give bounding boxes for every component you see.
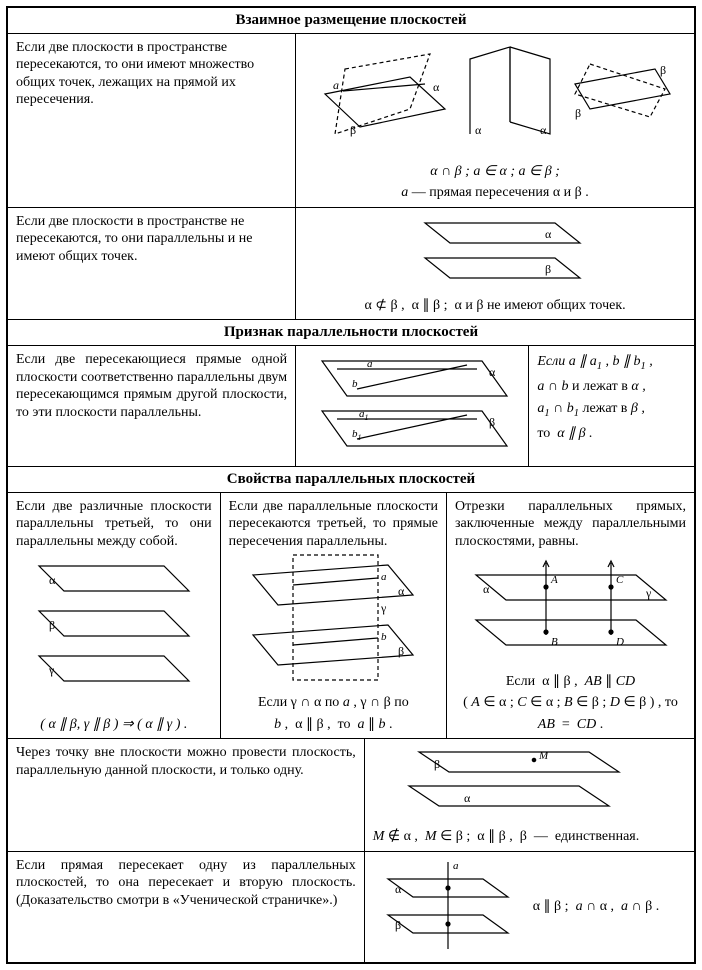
- svg-text:β: β: [350, 123, 356, 137]
- section4-row2: Если прямая пересекает одну из параллель…: [8, 852, 694, 962]
- s1r1-formula1: α ∩ β ; a ∈ α ; a ∈ β ;: [304, 163, 686, 181]
- s3c2-diagram: a α γ b β: [229, 550, 438, 690]
- s3c3-text: Отрезки параллельных прямых, заключенные…: [455, 498, 686, 551]
- section1-row1: Если две плоскости в пространстве пересе…: [8, 34, 694, 208]
- section1-header: Взаимное размещение плоскостей: [8, 8, 694, 34]
- s3c3-diagram: α A C γ B D: [455, 550, 686, 669]
- svg-text:α: α: [545, 227, 552, 241]
- s3c1-text: Если две различные плоскости параллельны…: [16, 498, 212, 551]
- section3-header: Свойства параллельных плоскостей: [8, 467, 694, 493]
- s2-diagram: a b α a1 b1 β: [304, 351, 520, 461]
- svg-text:β: β: [398, 644, 404, 658]
- section3-row: Если две различные плоскости параллельны…: [8, 493, 694, 740]
- s3c1-diagram: α β γ: [16, 550, 212, 712]
- s3c1-formula: ( α ∥ β, γ ∥ β ) ⇒ ( α ∥ γ ) .: [16, 716, 212, 734]
- s3c3-formula2: ( A ∈ α ; C ∈ α ; B ∈ β ; D ∈ β ) , то: [455, 694, 686, 712]
- s4r1-formula: M ∉ α , M ∈ β ; α ∥ β , β — единственная…: [373, 828, 686, 846]
- svg-text:β: β: [489, 415, 495, 429]
- s4r1-diagram: M β α: [373, 744, 686, 824]
- section2-header: Признак параллельности плоскостей: [8, 320, 694, 346]
- s4r2-formula: α ∥ β ; a ∩ α , a ∩ β .: [523, 896, 686, 918]
- s2-text: Если две пересекающиеся прямые одной пло…: [16, 351, 287, 421]
- svg-text:D: D: [615, 636, 624, 648]
- svg-text:C: C: [616, 574, 624, 586]
- svg-text:M: M: [538, 750, 549, 762]
- svg-text:β: β: [545, 262, 551, 276]
- svg-text:β: β: [434, 757, 440, 771]
- svg-text:b: b: [381, 631, 387, 643]
- svg-text:γ: γ: [48, 663, 55, 677]
- section2-row: Если две пересекающиеся прямые одной пло…: [8, 346, 694, 467]
- svg-text:B: B: [551, 636, 558, 648]
- svg-text:β: β: [575, 106, 581, 120]
- s1r2-formula: α ⊄ β , α ∥ β ; α и β не имеют общих точ…: [304, 297, 686, 315]
- svg-text:α: α: [398, 584, 405, 598]
- s2-cond2: a ∩ b и лежат в α ,: [537, 376, 686, 398]
- s3c2-formula1: Если γ ∩ α по a , γ ∩ β по: [229, 694, 438, 712]
- s2-cond1: Если a ∥ a1 , b ∥ b1 ,: [537, 351, 686, 376]
- s1r1-diagram: a α β α α β: [304, 39, 686, 159]
- s2-cond4: то α ∥ β .: [537, 423, 686, 445]
- svg-text:β: β: [49, 618, 55, 632]
- svg-text:α: α: [475, 123, 482, 137]
- s3c2-text: Если две параллельные плоскости пересека…: [229, 498, 438, 551]
- section4-row1: Через точку вне плоскости можно провести…: [8, 739, 694, 852]
- svg-text:b1: b1: [352, 428, 362, 442]
- s2-conditions: Если a ∥ a1 , b ∥ b1 , a ∩ b и лежат в α…: [537, 351, 686, 445]
- reference-page: Взаимное размещение плоскостей Если две …: [6, 6, 696, 964]
- s1r1-formula2: a — прямая пересечения α и β .: [304, 184, 686, 202]
- svg-text:β: β: [660, 63, 666, 77]
- svg-text:γ: γ: [645, 586, 652, 600]
- s3c3-formula3: AB = CD .: [455, 716, 686, 734]
- svg-text:a1: a1: [359, 408, 369, 422]
- svg-text:a: a: [381, 571, 387, 583]
- svg-text:γ: γ: [380, 601, 387, 615]
- s1r2-text: Если две плоскости в пространстве не пер…: [16, 213, 287, 266]
- svg-text:α: α: [489, 365, 496, 379]
- svg-text:α: α: [395, 882, 402, 896]
- svg-text:α: α: [433, 80, 440, 94]
- svg-text:A: A: [550, 574, 558, 586]
- s1r1-text: Если две плоскости в пространстве пересе…: [16, 39, 287, 109]
- svg-text:b: b: [352, 378, 358, 390]
- s1r2-diagram: α β: [304, 213, 686, 293]
- svg-text:β: β: [395, 918, 401, 932]
- svg-text:α: α: [483, 582, 490, 596]
- s4r2-diagram: a α β: [373, 857, 523, 957]
- s2-cond3: a1 ∩ b1 лежат в β ,: [537, 398, 686, 423]
- section1-row2: Если две плоскости в пространстве не пер…: [8, 208, 694, 321]
- s4r1-text: Через точку вне плоскости можно провести…: [16, 744, 356, 779]
- s3c3-formula1: Если α ∥ β , AB ∥ CD: [455, 673, 686, 691]
- svg-text:a: a: [453, 860, 459, 872]
- svg-text:α: α: [49, 573, 56, 587]
- svg-text:a: a: [333, 78, 339, 92]
- svg-text:α: α: [540, 123, 547, 137]
- s4r2-text: Если прямая пересекает одну из параллель…: [16, 857, 356, 910]
- svg-text:a: a: [367, 358, 373, 370]
- svg-text:α: α: [464, 791, 471, 805]
- s3c2-formula2: b , α ∥ β , то a ∥ b .: [229, 716, 438, 734]
